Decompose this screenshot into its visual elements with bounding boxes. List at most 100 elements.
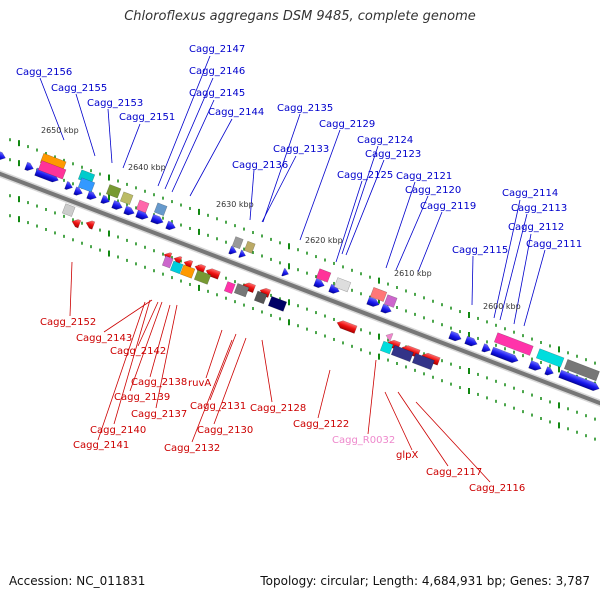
gene-label[interactable]: Cagg_2139 (114, 392, 170, 403)
label-connector (261, 155, 297, 223)
reverse-gene (205, 268, 221, 280)
annotated-gene-box (119, 191, 134, 206)
gene-label[interactable]: Cagg_2123 (365, 149, 421, 160)
gene-box (37, 160, 67, 180)
gene-label[interactable]: ruvA (188, 378, 211, 389)
label-connector (499, 213, 528, 321)
gene-arrow (558, 369, 600, 391)
annotated-gene-box (315, 268, 332, 283)
gene-label[interactable]: Cagg_2112 (508, 222, 564, 233)
gene-label[interactable]: Cagg_2135 (277, 103, 333, 114)
annotated-gene-box (267, 296, 288, 312)
accession-text: Accession: NC_011831 (9, 574, 146, 588)
gene-label[interactable]: Cagg_2114 (502, 188, 558, 199)
gene-label[interactable]: Cagg_2130 (197, 425, 253, 436)
label-connector (164, 77, 214, 190)
gene-label[interactable]: Cagg_2141 (73, 440, 129, 451)
gene-arrow (205, 268, 221, 280)
gene-label[interactable]: Cagg_2146 (189, 66, 245, 77)
reverse-gene (336, 320, 358, 334)
gene-label[interactable]: Cagg_2117 (426, 467, 482, 478)
gene-label[interactable]: Cagg_2143 (76, 333, 132, 344)
label-connector (209, 333, 237, 401)
forward-gene (380, 303, 392, 314)
gene-label[interactable]: glpX (396, 450, 418, 461)
gene-label[interactable]: Cagg_2152 (40, 317, 96, 328)
gene-label[interactable]: Cagg_R0032 (332, 435, 395, 446)
gene-label[interactable]: Cagg_2155 (51, 83, 107, 94)
gene-label[interactable]: Cagg_2138 (131, 377, 187, 388)
gene-label[interactable]: Cagg_2136 (232, 160, 288, 171)
annotated-gene-box (383, 294, 398, 308)
scale-label: 2620 kbp (305, 236, 343, 245)
label-connector (395, 195, 429, 271)
gene-label[interactable]: Cagg_2142 (110, 346, 166, 357)
gene-box (390, 344, 414, 363)
gene-label[interactable]: Cagg_2144 (208, 107, 264, 118)
label-connector (261, 339, 273, 403)
annotated-gene-box (243, 240, 256, 254)
gene-box (315, 268, 332, 283)
label-connectors (39, 55, 546, 483)
gene-box (193, 269, 212, 285)
gene-label[interactable]: Cagg_2115 (452, 245, 508, 256)
gene-label[interactable]: Cagg_2131 (190, 401, 246, 412)
gene-label[interactable]: Cagg_2140 (90, 425, 146, 436)
forward-gene (313, 278, 325, 288)
gene-label[interactable]: Cagg_2124 (357, 135, 413, 146)
reverse-gene (71, 219, 82, 229)
label-connector (299, 129, 341, 241)
label-connector (155, 304, 178, 409)
gene-box (119, 191, 134, 206)
annotated-gene-box (253, 290, 268, 305)
gene-label[interactable]: Cagg_2151 (119, 112, 175, 123)
annotated-gene-box (233, 283, 250, 298)
annotated-gene-box (135, 199, 150, 214)
annotated-gene-box (535, 348, 565, 368)
label-connector (157, 55, 211, 187)
label-connector (397, 391, 449, 467)
gene-arrow (0, 151, 6, 161)
gene-label[interactable]: Cagg_2128 (250, 403, 306, 414)
gene-box (105, 184, 122, 199)
forward-gene (238, 249, 246, 258)
annotated-gene-box (37, 160, 67, 180)
gene-label[interactable]: Cagg_2156 (16, 67, 72, 78)
gene-label[interactable]: Cagg_2116 (469, 483, 525, 494)
gene-label[interactable]: Cagg_2120 (405, 185, 461, 196)
gene-box (61, 203, 76, 217)
gene-box (333, 277, 352, 293)
gene-box (379, 340, 394, 355)
label-connector (493, 199, 521, 319)
forward-gene (73, 186, 83, 196)
label-connector (122, 123, 141, 169)
gene-label[interactable]: Cagg_2113 (511, 203, 567, 214)
gene-label[interactable]: Cagg_2132 (164, 443, 220, 454)
gene-label[interactable]: Cagg_2147 (189, 44, 245, 55)
rna-gene (385, 333, 394, 342)
label-connector (523, 249, 546, 327)
annotated-gene-box (77, 177, 96, 193)
gene-label[interactable]: Cagg_2133 (273, 144, 329, 155)
gene-arrow (528, 360, 542, 371)
scale-label: 2650 kbp (41, 126, 79, 135)
annotated-gene-box (493, 332, 534, 356)
gene-label[interactable]: Cagg_2137 (131, 409, 187, 420)
annotated-gene-box (61, 203, 76, 217)
gene-label[interactable]: Cagg_2121 (396, 171, 452, 182)
gene-arrow (544, 366, 554, 376)
gene-label[interactable]: Cagg_2111 (526, 239, 582, 250)
gene-label[interactable]: Cagg_2153 (87, 98, 143, 109)
forward-gene (64, 181, 73, 190)
gene-label[interactable]: Cagg_2145 (189, 88, 245, 99)
annotated-gene-box (153, 202, 168, 217)
scale-labels: 2650 kbp 2640 kbp 2630 kbp 2620 kbp 2610… (41, 126, 521, 311)
gene-arrow (238, 249, 246, 258)
gene-label[interactable]: Cagg_2129 (319, 119, 375, 130)
gene-label[interactable]: Cagg_2119 (420, 201, 476, 212)
annotated-gene-box (231, 236, 244, 250)
gene-label[interactable]: Cagg_2122 (293, 419, 349, 430)
annotated-gene-box (333, 277, 352, 293)
scale-label: 2630 kbp (216, 200, 254, 209)
gene-label[interactable]: Cagg_2125 (337, 170, 393, 181)
